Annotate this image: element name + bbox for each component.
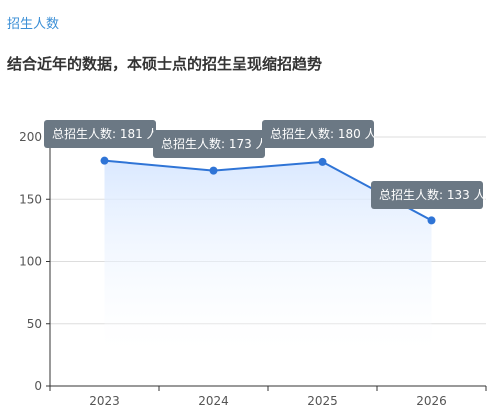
tooltip-label: 总招生人数: 133 人 <box>379 187 486 202</box>
y-tick-label: 0 <box>34 379 42 393</box>
x-tick-label: 2023 <box>89 394 120 408</box>
data-point <box>100 156 109 165</box>
area-fill-shape <box>104 160 432 351</box>
tooltip-label: 总招生人数: 181 人 <box>52 126 159 141</box>
y-tick-label: 100 <box>19 255 42 269</box>
section-link-enrollment[interactable]: 招生人数 <box>7 17 60 32</box>
tooltip: 总招生人数: 133 人 <box>371 181 486 209</box>
data-point <box>427 216 436 225</box>
x-tick-label: 2026 <box>416 394 447 408</box>
x-tick-label: 2025 <box>307 394 338 408</box>
chart-headline: 结合近年的数据，本硕士点的招生呈现缩招趋势 <box>7 55 323 73</box>
tooltip-box <box>44 120 156 148</box>
y-tick-label: 200 <box>19 130 42 144</box>
tooltip-box <box>153 130 265 158</box>
tooltip-box <box>371 181 483 209</box>
y-tick-label: 150 <box>19 192 42 206</box>
data-points <box>100 156 436 225</box>
tooltip: 总招生人数: 180 人 <box>262 120 377 148</box>
tooltip-label: 总招生人数: 180 人 <box>270 126 377 141</box>
tooltip: 总招生人数: 181 人 <box>44 120 159 148</box>
tooltip-box <box>262 120 374 148</box>
axes: 0 50 100 150 200 2023 2024 2025 2026 <box>19 130 487 408</box>
data-point <box>209 166 218 175</box>
data-point <box>318 157 327 166</box>
tooltip: 总招生人数: 173 人 <box>153 130 268 158</box>
y-tick-label: 50 <box>27 317 42 331</box>
x-tick-label: 2024 <box>198 394 229 408</box>
tooltip-label: 总招生人数: 173 人 <box>161 136 268 151</box>
area-fill <box>104 160 432 351</box>
